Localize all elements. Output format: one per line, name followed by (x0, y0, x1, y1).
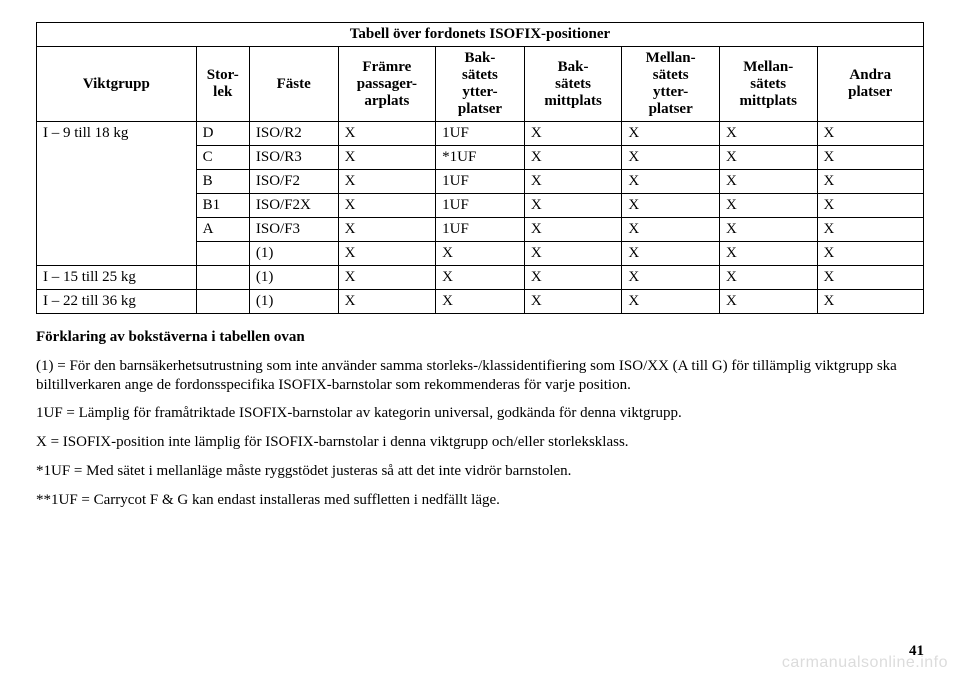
cell: B1 (196, 194, 249, 218)
col-header-5: Bak-sätetsmittplats (524, 47, 622, 122)
cell: 1UF (436, 194, 525, 218)
cell: X (622, 218, 720, 242)
cell: X (524, 194, 622, 218)
cell: X (524, 266, 622, 290)
col-header-2: Fäste (249, 47, 338, 122)
cell: X (817, 146, 924, 170)
cell: B (196, 170, 249, 194)
cell: X (338, 242, 436, 266)
cell: X (719, 218, 817, 242)
cell: (1) (249, 242, 338, 266)
notes-p2: 1UF = Lämplig för framåtriktade ISOFIX-b… (36, 404, 924, 423)
cell: D (196, 122, 249, 146)
cell: *1UF (436, 146, 525, 170)
cell: X (436, 290, 525, 314)
watermark: carmanualsonline.info (782, 654, 948, 672)
cell: X (338, 194, 436, 218)
col-header-8: Andraplatser (817, 47, 924, 122)
cell: X (524, 290, 622, 314)
col-header-0: Viktgrupp (37, 47, 197, 122)
cell: X (524, 146, 622, 170)
cell: X (524, 242, 622, 266)
cell: ISO/F3 (249, 218, 338, 242)
cell: (1) (249, 266, 338, 290)
notes-p3: X = ISOFIX-position inte lämplig för ISO… (36, 433, 924, 452)
cell: X (622, 266, 720, 290)
cell: X (436, 266, 525, 290)
cell: X (719, 290, 817, 314)
cell (196, 290, 249, 314)
cell: X (338, 218, 436, 242)
cell: X (338, 122, 436, 146)
cell: X (622, 146, 720, 170)
table-title: Tabell över fordonets ISOFIX-positioner (37, 23, 924, 47)
cell: 1UF (436, 170, 525, 194)
cell (196, 266, 249, 290)
cell: X (524, 122, 622, 146)
cell: ISO/F2 (249, 170, 338, 194)
group-label: I – 15 till 25 kg (37, 266, 197, 290)
col-header-4: Bak-sätetsytter-platser (436, 47, 525, 122)
cell: X (817, 170, 924, 194)
cell: X (719, 194, 817, 218)
cell: X (622, 194, 720, 218)
cell: X (338, 146, 436, 170)
cell: X (622, 122, 720, 146)
cell: 1UF (436, 218, 525, 242)
col-header-1: Stor-lek (196, 47, 249, 122)
cell: X (338, 170, 436, 194)
cell: X (524, 218, 622, 242)
cell: X (719, 170, 817, 194)
cell: X (436, 242, 525, 266)
isofix-table: Tabell över fordonets ISOFIX-positionerV… (36, 22, 924, 314)
cell: ISO/F2X (249, 194, 338, 218)
notes-p4: *1UF = Med sätet i mellanläge måste rygg… (36, 462, 924, 481)
cell: X (719, 242, 817, 266)
cell: X (338, 290, 436, 314)
cell: (1) (249, 290, 338, 314)
col-header-7: Mellan-sätetsmittplats (719, 47, 817, 122)
cell: 1UF (436, 122, 525, 146)
cell: A (196, 218, 249, 242)
notes-heading: Förklaring av bokstäverna i tabellen ova… (36, 328, 924, 347)
cell: X (817, 122, 924, 146)
cell: X (622, 242, 720, 266)
cell: X (719, 122, 817, 146)
group-label: I – 22 till 36 kg (37, 290, 197, 314)
cell: X (817, 242, 924, 266)
cell: X (719, 146, 817, 170)
col-header-3: Främrepassager-arplats (338, 47, 436, 122)
cell (196, 242, 249, 266)
cell: X (817, 194, 924, 218)
notes-section: Förklaring av bokstäverna i tabellen ova… (36, 328, 924, 509)
notes-p5: **1UF = Carrycot F & G kan endast instal… (36, 491, 924, 510)
notes-p1: (1) = För den barnsäkerhetsutrustning so… (36, 357, 924, 395)
cell: C (196, 146, 249, 170)
cell: X (622, 170, 720, 194)
cell: X (524, 170, 622, 194)
cell: X (622, 290, 720, 314)
col-header-6: Mellan-sätetsytter-platser (622, 47, 720, 122)
cell: X (817, 266, 924, 290)
cell: X (338, 266, 436, 290)
cell: ISO/R3 (249, 146, 338, 170)
cell: ISO/R2 (249, 122, 338, 146)
cell: X (817, 290, 924, 314)
cell: X (719, 266, 817, 290)
group-label: I – 9 till 18 kg (37, 122, 197, 266)
cell: X (817, 218, 924, 242)
